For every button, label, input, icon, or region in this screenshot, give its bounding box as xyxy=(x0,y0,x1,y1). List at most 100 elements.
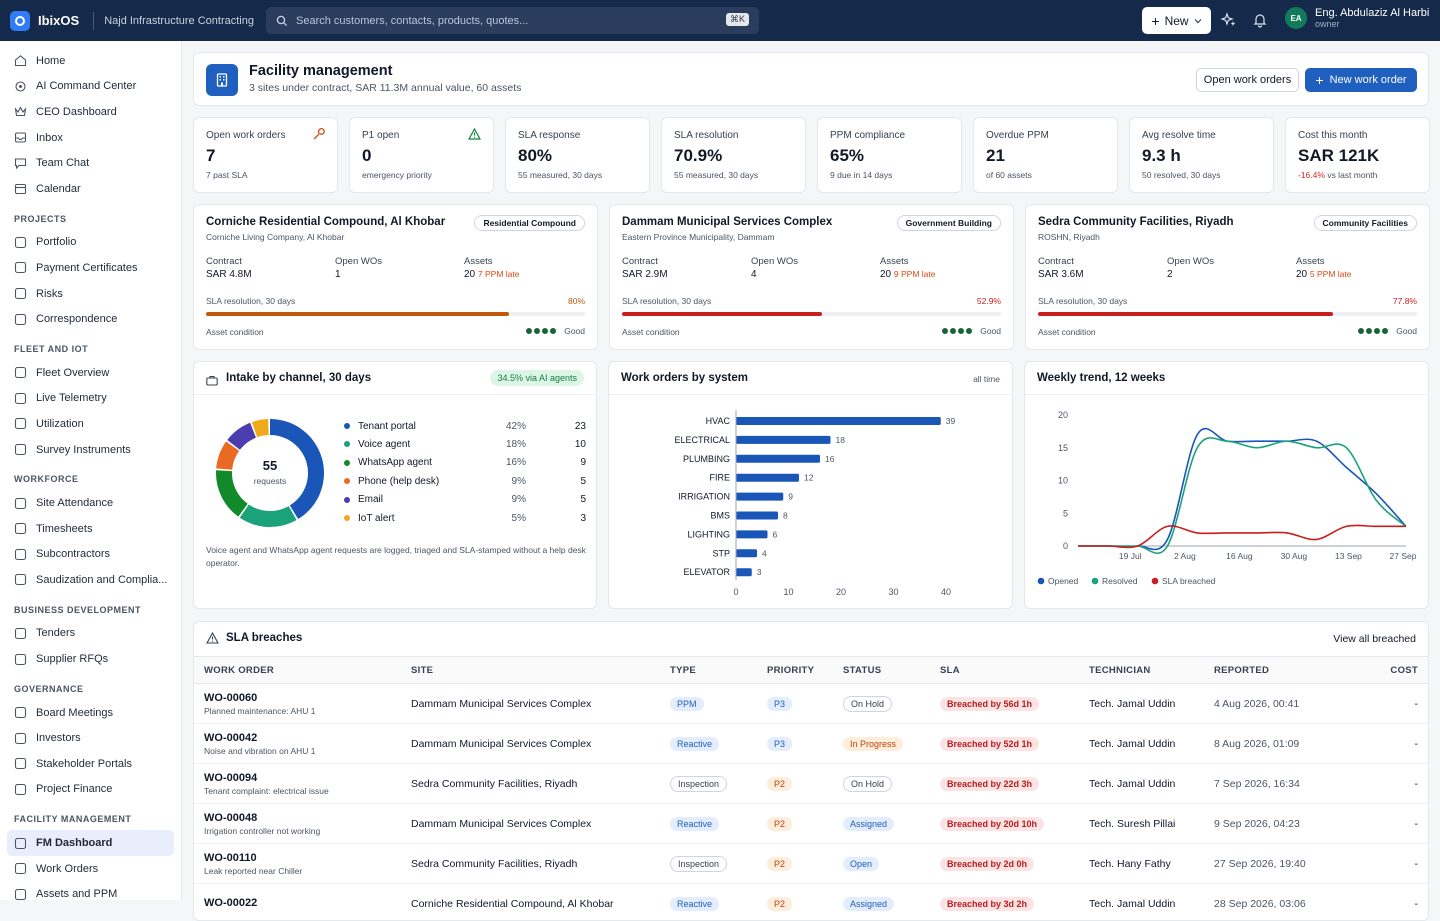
sidebar-item-investors[interactable]: Investors xyxy=(0,725,173,751)
sidebar-item-ai-command-center[interactable]: AI Command Center xyxy=(0,74,173,100)
sidebar-item-label: Portfolio xyxy=(36,236,76,248)
sla-cell: Breached by 20d 10h xyxy=(940,804,1089,844)
column-header-work-order[interactable]: WORK ORDER xyxy=(194,657,411,684)
sidebar-item-label: Subcontractors xyxy=(36,548,110,560)
kpi-value: 80% xyxy=(518,146,552,166)
column-header-type[interactable]: TYPE xyxy=(670,657,767,684)
column-header-cost[interactable]: COST xyxy=(1382,657,1428,684)
wo-system-range[interactable]: all time xyxy=(973,374,1000,384)
sidebar-item-project-finance[interactable]: Project Finance xyxy=(0,777,173,803)
legend-row-phone-help-desk[interactable]: Phone (help desk)9%5 xyxy=(344,473,586,489)
open-work-orders-button[interactable]: Open work orders xyxy=(1196,68,1299,92)
column-header-reported[interactable]: REPORTED xyxy=(1214,657,1382,684)
sidebar-item-calendar[interactable]: Calendar xyxy=(0,176,173,202)
sidebar-item-inbox[interactable]: Inbox xyxy=(0,125,173,151)
view-all-breached-link[interactable]: View all breached xyxy=(1333,633,1416,645)
sidebar-item-saudization-and-complia[interactable]: Saudization and Complia... xyxy=(0,567,173,593)
card-divider xyxy=(194,394,596,395)
sidebar-item-work-orders[interactable]: Work Orders xyxy=(0,856,173,882)
wo-id[interactable]: WO-00048 xyxy=(204,812,411,824)
company-name[interactable]: Najd Infrastructure Contracting xyxy=(104,15,254,27)
sidebar-item-tenders[interactable]: Tenders xyxy=(0,621,173,647)
bar-value-label: 16 xyxy=(825,454,835,464)
kpi-label: Overdue PPM xyxy=(986,130,1049,141)
technician-cell: Tech. Jamal Uddin xyxy=(1089,764,1214,804)
wo-id[interactable]: WO-00094 xyxy=(204,772,411,784)
sla-progress-bar xyxy=(1038,312,1417,316)
sidebar-item-fleet-overview[interactable]: Fleet Overview xyxy=(0,360,173,386)
new-button[interactable]: + New xyxy=(1142,7,1211,34)
sidebar-item-portfolio[interactable]: Portfolio xyxy=(0,230,173,256)
sidebar-item-timesheets[interactable]: Timesheets xyxy=(0,516,173,542)
wo-id[interactable]: WO-00110 xyxy=(204,852,411,864)
sidebar-item-live-telemetry[interactable]: Live Telemetry xyxy=(0,386,173,412)
sidebar-item-assets-and-ppm[interactable]: Assets and PPM xyxy=(0,881,173,900)
sidebar-item-home[interactable]: Home xyxy=(0,48,173,74)
bell-icon[interactable] xyxy=(1252,12,1268,28)
contract-value: SAR 4.8M xyxy=(206,269,252,280)
logo-icon xyxy=(10,11,30,31)
sidebar-item-correspondence[interactable]: Correspondence xyxy=(0,306,173,332)
site-card-corniche-residential-compound-al-khobar[interactable]: Corniche Residential Compound, Al Khobar… xyxy=(193,204,598,350)
column-header-technician[interactable]: TECHNICIAN xyxy=(1089,657,1214,684)
sidebar-section-gov: GOVERNANCE xyxy=(0,672,181,700)
new-work-order-button[interactable]: + New work order xyxy=(1305,68,1417,92)
sidebar-item-supplier-rfqs[interactable]: Supplier RFQs xyxy=(0,646,173,672)
sidebar-item-board-meetings[interactable]: Board Meetings xyxy=(0,700,173,726)
column-header-site[interactable]: SITE xyxy=(411,657,670,684)
sidebar-item-subcontractors[interactable]: Subcontractors xyxy=(0,542,173,568)
wo-id[interactable]: WO-00042 xyxy=(204,732,411,744)
type-cell: Inspection xyxy=(670,844,767,884)
sla-label: SLA resolution, 30 days xyxy=(1038,296,1127,306)
sidebar-item-utilization[interactable]: Utilization xyxy=(0,411,173,437)
sidebar-item-ceo-dashboard[interactable]: CEO Dashboard xyxy=(0,99,173,125)
sidebar-item-stakeholder-portals[interactable]: Stakeholder Portals xyxy=(0,751,173,777)
app-logo[interactable]: IbixOS xyxy=(10,11,79,31)
status-cell: On Hold xyxy=(843,684,940,724)
sparkles-icon[interactable] xyxy=(1221,12,1237,28)
wo-id[interactable]: WO-00022 xyxy=(204,897,411,909)
sidebar-item-team-chat[interactable]: Team Chat xyxy=(0,150,173,176)
wo-id[interactable]: WO-00060 xyxy=(204,692,411,704)
sidebar-item-fm-dashboard[interactable]: FM Dashboard xyxy=(7,830,174,856)
trend-y-tick: 10 xyxy=(1058,476,1068,486)
sidebar-item-label: Stakeholder Portals xyxy=(36,758,132,770)
user-menu[interactable]: EA Eng. Abdulaziz Al Harbi owner xyxy=(1285,7,1429,29)
sidebar-item-payment-certificates[interactable]: Payment Certificates xyxy=(0,255,173,281)
calendar-icon xyxy=(14,182,27,195)
column-header-sla[interactable]: SLA xyxy=(940,657,1089,684)
bar-x-tick: 20 xyxy=(836,587,846,597)
column-header-status[interactable]: STATUS xyxy=(843,657,940,684)
trend-y-tick: 5 xyxy=(1063,508,1068,518)
sidebar-item-risks[interactable]: Risks xyxy=(0,281,173,307)
legend-pct: 18% xyxy=(494,439,526,450)
legend-dot xyxy=(344,515,350,521)
column-header-priority[interactable]: PRIORITY xyxy=(767,657,843,684)
sidebar-item-survey-instruments[interactable]: Survey Instruments xyxy=(0,437,173,463)
legend-count: 5 xyxy=(554,476,586,487)
sidebar-item-site-attendance[interactable]: Site Attendance xyxy=(0,490,173,516)
global-search[interactable]: Search customers, contacts, products, qu… xyxy=(266,7,759,34)
